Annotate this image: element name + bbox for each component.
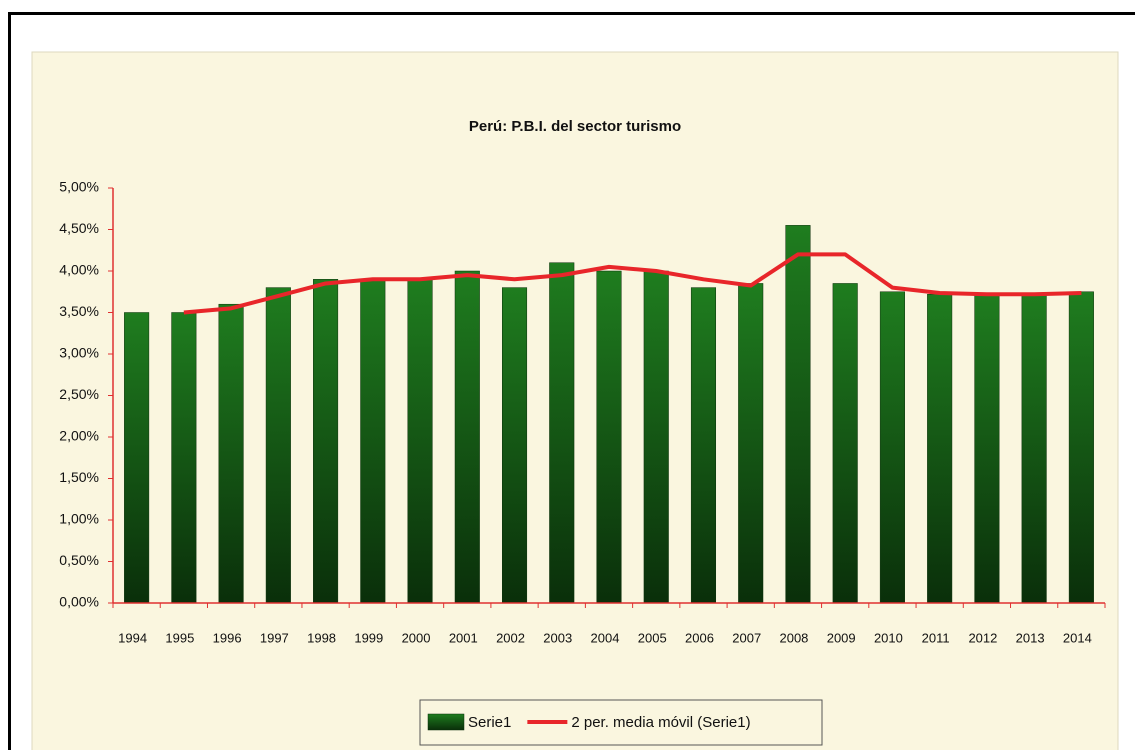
bar [407,279,433,604]
x-tick-label: 1998 [307,630,336,645]
x-tick-label: 2007 [732,630,761,645]
y-tick-label: 1,00% [59,511,99,527]
bar [738,283,764,604]
x-tick-label: 2002 [496,630,525,645]
x-tick-label: 2008 [779,630,808,645]
bar [643,270,669,604]
x-tick-label: 2000 [402,630,431,645]
moving-average-line [183,252,1082,315]
x-tick-label: 2010 [874,630,903,645]
x-tick-label: 1996 [213,630,242,645]
bar [265,287,291,604]
x-tick-label: 2005 [638,630,667,645]
x-tick-label: 1994 [118,630,147,645]
y-tick-label: 1,50% [59,469,99,485]
x-tick-label: 2009 [827,630,856,645]
x-tick-label: 2012 [968,630,997,645]
y-tick-label: 2,00% [59,428,99,444]
bar [218,303,244,604]
bar [1021,293,1047,604]
x-tick-label: 2013 [1016,630,1045,645]
bar [454,270,480,604]
bar [360,279,386,604]
y-tick-label: 5,00% [59,179,99,195]
legend-swatch [427,713,465,731]
y-tick-label: 4,00% [59,262,99,278]
y-tick-label: 4,50% [59,220,99,236]
bar [690,287,717,604]
x-tick-label: 1995 [165,630,194,645]
bar [124,312,150,604]
bar [313,279,339,604]
bar [596,270,622,604]
bar [1068,291,1094,604]
y-tick-label: 2,50% [59,386,99,402]
y-tick-label: 3,50% [59,303,99,319]
x-tick-label: 2003 [543,630,572,645]
x-tick-label: 2004 [591,630,620,645]
bar [832,283,858,604]
y-tick-label: 3,00% [59,345,99,361]
bar [501,287,528,604]
bar [974,293,1000,604]
chart-title: Perú: P.B.I. del sector turismo [469,118,681,135]
bar [879,291,905,604]
y-tick-label: 0,50% [59,552,99,568]
bar [785,225,811,604]
bar [171,312,197,604]
x-tick-label: 2014 [1063,630,1092,645]
legend-box [419,699,823,746]
x-tick-label: 1999 [354,630,383,645]
x-tick-label: 2006 [685,630,714,645]
bar [549,262,575,604]
legend-label: 2 per. media móvil (Serie1) [571,714,750,731]
bar [927,293,953,604]
y-tick-label: 0,00% [59,594,99,610]
legend-label: Serie1 [468,714,511,731]
x-tick-label: 2001 [449,630,478,645]
x-tick-label: 1997 [260,630,289,645]
x-tick-label: 2011 [922,630,950,645]
